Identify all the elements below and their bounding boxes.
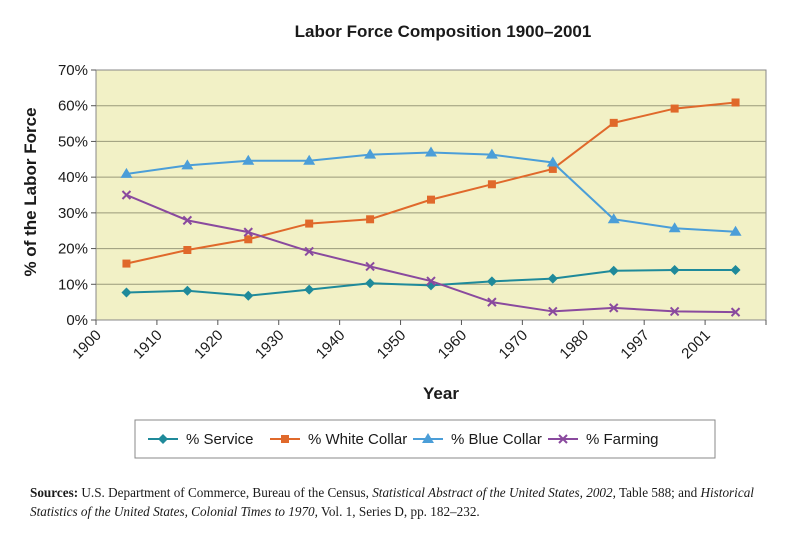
data-point-square	[122, 259, 131, 268]
data-point-diamond	[304, 284, 315, 295]
data-point-triangle	[181, 159, 194, 170]
y-tick-label: 10%	[58, 276, 88, 293]
plot-area	[95, 69, 767, 321]
data-point-diamond	[486, 276, 497, 287]
legend-label: % White Collar	[308, 431, 407, 448]
data-point-diamond	[608, 265, 619, 276]
data-point-triangle	[546, 156, 559, 167]
x-tick-label: 1997	[617, 327, 653, 363]
y-tick-label: 20%	[58, 241, 88, 258]
data-point-diamond	[730, 265, 741, 275]
sources-italic-2: Historical Statistics of the United Stat…	[30, 485, 754, 519]
x-axis-label: Year	[423, 384, 459, 403]
series-lines	[120, 98, 742, 317]
data-point-triangle	[303, 154, 316, 165]
data-point-diamond	[243, 290, 254, 301]
data-point-square	[548, 164, 557, 173]
chart-title: Labor Force Composition 1900–2001	[295, 22, 592, 41]
legend-label: % Blue Collar	[451, 431, 542, 448]
x-tick-label: 1900	[69, 327, 105, 363]
data-point-square	[305, 219, 314, 228]
x-tick-label: 1940	[313, 327, 349, 363]
legend-marker-triangle	[422, 433, 434, 443]
data-point-square	[670, 104, 679, 113]
sources-text-1: U.S. Department of Commerce, Bureau of t…	[78, 485, 373, 500]
data-point-diamond	[182, 285, 193, 296]
legend-label: % Service	[186, 431, 254, 448]
data-point-square	[609, 118, 618, 127]
data-point-x	[609, 303, 619, 313]
data-point-triangle	[364, 148, 377, 159]
data-point-triangle	[729, 225, 742, 236]
data-point-diamond	[365, 278, 376, 289]
x-tick-label: 1960	[435, 327, 471, 363]
legend-label: % Farming	[586, 431, 659, 448]
x-tick-label: 2001	[678, 327, 714, 363]
sources-text-3: Vol. 1, Series D, pp. 182–232.	[317, 504, 480, 519]
x-tick-label: 1920	[191, 327, 227, 363]
sources-note: Sources: U.S. Department of Commerce, Bu…	[30, 483, 790, 521]
y-tick-label: 50%	[58, 133, 88, 150]
x-tick-label: 1980	[556, 327, 592, 363]
y-tick-label: 60%	[58, 98, 88, 115]
y-tick-label: 0%	[66, 312, 88, 329]
gridlines	[96, 105, 766, 285]
data-point-x	[365, 261, 375, 272]
data-point-square	[183, 246, 192, 254]
legend-marker-x	[558, 434, 568, 444]
data-point-square	[366, 215, 375, 224]
sources-italic-1: Statistical Abstract of the United State…	[372, 485, 616, 500]
data-point-triangle	[425, 146, 437, 157]
data-point-x	[182, 215, 193, 226]
legend-marker-diamond	[158, 434, 168, 444]
data-point-x	[426, 276, 436, 286]
x-tick-label: 1970	[496, 327, 532, 363]
y-tick-label: 30%	[58, 205, 88, 222]
data-point-x	[487, 297, 497, 307]
x-axis-ticks: 1900 1910 1920 1930 1940 1950 1960 1970 1980 1997…	[69, 320, 767, 363]
data-point-x	[730, 307, 741, 317]
sources-label: Sources:	[30, 485, 79, 500]
x-tick-label: 1910	[130, 327, 166, 363]
data-point-triangle	[242, 154, 255, 165]
data-point-square	[487, 180, 496, 189]
data-point-x	[121, 190, 132, 200]
sources-text-2: Table 588; and	[615, 485, 701, 500]
y-tick-label: 70%	[58, 62, 88, 79]
y-tick-label: 40%	[58, 169, 88, 186]
line-chart: Labor Force Composition 1900–2001 0% 10% 2…	[21, 22, 767, 459]
data-point-square	[244, 235, 253, 244]
data-point-diamond	[121, 287, 132, 298]
data-point-x	[669, 306, 680, 317]
data-point-square	[427, 195, 435, 204]
data-point-triangle	[607, 213, 620, 224]
data-point-x	[243, 227, 253, 237]
x-tick-label: 1950	[374, 327, 410, 363]
data-point-triangle	[485, 148, 498, 159]
legend-marker-square	[281, 435, 289, 443]
y-axis-ticks: 0% 10% 20% 30% 40% 50% 60% 70%	[58, 62, 96, 329]
data-point-triangle	[120, 167, 133, 178]
data-point-diamond	[547, 273, 558, 284]
data-point-triangle	[668, 222, 681, 233]
data-point-square	[731, 98, 740, 107]
data-point-x	[548, 306, 558, 317]
data-point-diamond	[669, 265, 680, 275]
y-axis-label: % of the Labor Force	[21, 107, 40, 276]
data-point-x	[304, 246, 314, 257]
x-tick-label: 1930	[252, 327, 288, 363]
legend: % Service % White Collar % Blue Collar % Fa…	[148, 431, 659, 448]
